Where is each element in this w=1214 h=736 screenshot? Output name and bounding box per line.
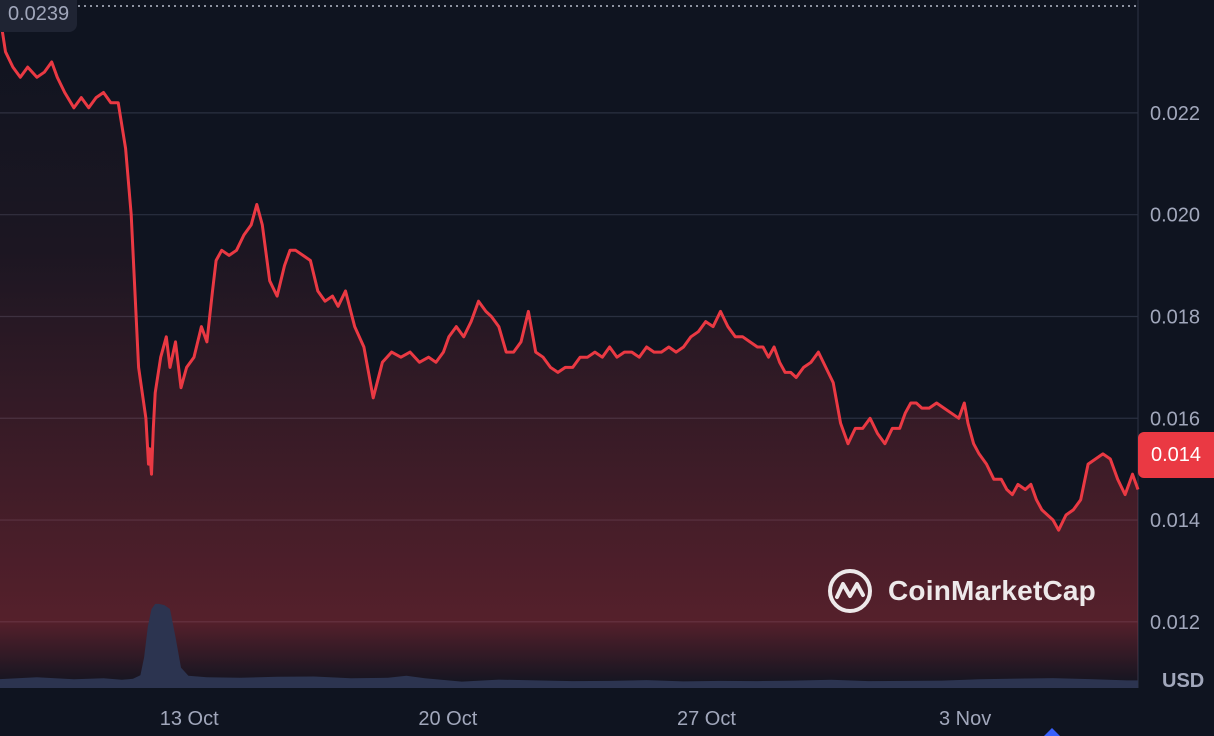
price-area bbox=[0, 16, 1138, 688]
y-tick-label: 0.020 bbox=[1150, 205, 1200, 227]
y-tick-label: 0.014 bbox=[1150, 510, 1200, 532]
y-tick-label: 0.022 bbox=[1150, 103, 1200, 125]
current-price-tag: 0.014 bbox=[1138, 432, 1214, 478]
price-line bbox=[0, 15, 1140, 532]
y-tick-label: 0.018 bbox=[1150, 306, 1200, 328]
x-tick-label: 13 Oct bbox=[160, 708, 219, 730]
y-tick-label: 0.016 bbox=[1150, 408, 1200, 430]
currency-unit: USD bbox=[1162, 670, 1204, 692]
y-tick-label: 0.012 bbox=[1150, 612, 1200, 634]
coinmarketcap-logo-icon bbox=[828, 569, 872, 613]
scroll-marker-icon bbox=[1044, 728, 1060, 736]
y-axis: 0.022 0.020 0.018 0.016 0.014 0.012 bbox=[1150, 103, 1200, 634]
max-price-label: 0.0239 bbox=[0, 0, 78, 32]
x-tick-label: 3 Nov bbox=[939, 708, 991, 730]
coinmarketcap-watermark: CoinMarketCap bbox=[826, 566, 1096, 616]
x-tick-label: 20 Oct bbox=[418, 708, 477, 730]
x-axis: 13 Oct 20 Oct 27 Oct 3 Nov bbox=[160, 708, 991, 730]
volume-area bbox=[0, 603, 1138, 688]
watermark-text: CoinMarketCap bbox=[888, 575, 1096, 606]
x-tick-label: 27 Oct bbox=[677, 708, 736, 730]
